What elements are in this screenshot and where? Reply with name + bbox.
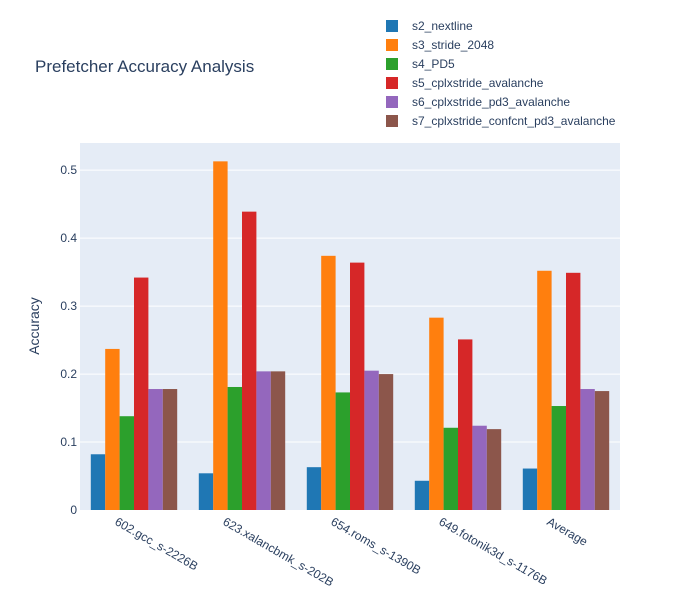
bar-s6_cplxstride_pd3_avalanche (256, 371, 271, 510)
bar-s7_cplxstride_confcnt_pd3_avalanche (486, 429, 502, 510)
y-axis-ticks: 0 0.1 0.2 0.3 0.4 0.5 (60, 163, 77, 517)
legend-swatch (386, 58, 398, 70)
legend-swatch (386, 115, 398, 127)
bar-s2_nextline (414, 480, 430, 510)
bar-s3_stride_2048 (537, 270, 552, 510)
x-axis-ticks: 602.gcc_s-2226B 623.xalancbmk_s-202B654.r… (113, 514, 591, 589)
y-axis-title: Accuracy (26, 297, 42, 355)
bars (90, 161, 610, 511)
y-tick-label: 0.2 (60, 367, 77, 381)
y-tick-label: 0.5 (60, 163, 77, 177)
x-tick-label: 623.xalancbmk_s-202B (221, 514, 337, 589)
x-tick-label: 602.gcc_s-2226B (113, 514, 201, 573)
legend-label: s5_cplxstride_avalanche (412, 76, 544, 90)
legend-swatch (386, 96, 398, 108)
legend-label: s3_stride_2048 (412, 38, 494, 52)
bar-s4_PD5 (119, 416, 134, 510)
y-tick-label: 0.4 (60, 231, 77, 245)
legend-swatch (386, 20, 398, 32)
chart-title: Prefetcher Accuracy Analysis (35, 57, 254, 76)
bar-s6_cplxstride_pd3_avalanche (472, 425, 487, 510)
bar-s7_cplxstride_confcnt_pd3_avalanche (378, 374, 394, 510)
bar-s6_cplxstride_pd3_avalanche (580, 389, 595, 510)
legend-swatch (386, 77, 398, 89)
y-tick-label: 0 (70, 503, 77, 517)
legend-label: s6_cplxstride_pd3_avalanche (412, 95, 570, 109)
bar-s3_stride_2048 (429, 317, 444, 510)
bar-s3_stride_2048 (105, 348, 120, 510)
bar-s5_cplxstride_avalanche (566, 272, 581, 510)
bar-s2_nextline (198, 473, 214, 510)
bar-s4_PD5 (335, 392, 350, 510)
y-tick-label: 0.3 (60, 299, 77, 313)
legend-label: s2_nextline (412, 19, 473, 33)
bar-s2_nextline (90, 454, 106, 510)
bar-s3_stride_2048 (321, 255, 336, 510)
bar-s6_cplxstride_pd3_avalanche (148, 389, 163, 510)
bar-s5_cplxstride_avalanche (350, 262, 365, 510)
bar-s5_cplxstride_avalanche (134, 277, 149, 510)
bar-s2_nextline (306, 467, 322, 510)
bar-s5_cplxstride_avalanche (458, 339, 473, 510)
bar-s4_PD5 (443, 427, 458, 510)
legend: s2_nextline s3_stride_2048 s4_PD5 s5_cplxst… (386, 19, 616, 128)
bar-s6_cplxstride_pd3_avalanche (364, 370, 379, 510)
y-tick-label: 0.1 (60, 435, 77, 449)
legend-swatch (386, 39, 398, 51)
bar-s2_nextline (522, 468, 538, 510)
bar-s4_PD5 (227, 386, 242, 510)
bar-s7_cplxstride_confcnt_pd3_avalanche (162, 389, 178, 510)
bar-s3_stride_2048 (213, 161, 228, 510)
legend-label: s7_cplxstride_confcnt_pd3_avalanche (412, 114, 616, 128)
bar-s5_cplxstride_avalanche (242, 211, 257, 511)
x-tick-label: Average (545, 514, 591, 549)
x-tick-label: 654.roms_s-1390B (329, 514, 424, 577)
bar-s7_cplxstride_confcnt_pd3_avalanche (270, 371, 286, 510)
bar-s4_PD5 (551, 406, 566, 510)
bar-s7_cplxstride_confcnt_pd3_avalanche (594, 391, 610, 510)
legend-label: s4_PD5 (412, 57, 455, 71)
x-tick-label: 649.fotonik3d_s-1176B (437, 514, 550, 587)
